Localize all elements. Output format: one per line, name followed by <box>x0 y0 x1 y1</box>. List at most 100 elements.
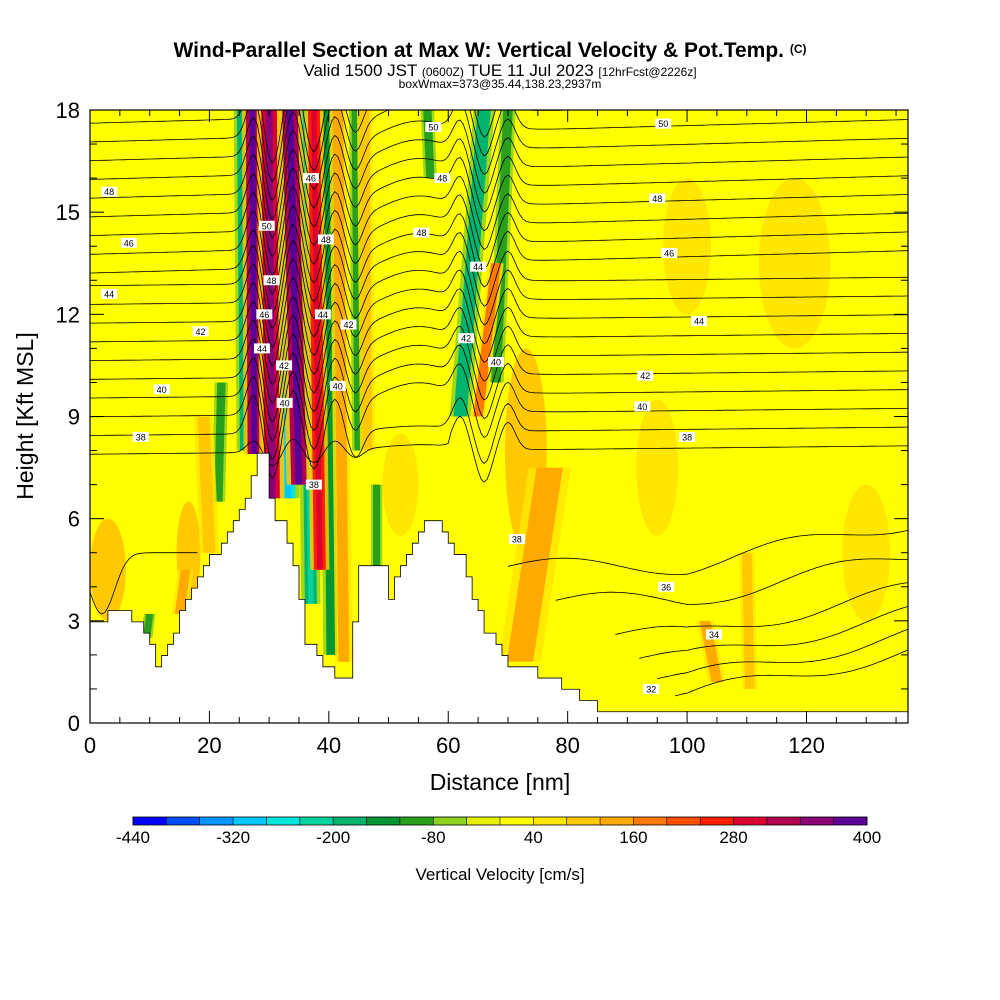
contour-label-text-20: 48 <box>416 228 426 238</box>
updraft-band-12 <box>174 569 191 615</box>
theta-contour-14 <box>90 138 908 239</box>
contour-label-28: 44 <box>691 316 708 327</box>
colorbar-swatch-13 <box>566 817 601 825</box>
weak-updraft-region-0 <box>90 518 126 621</box>
contour-label-5: 38 <box>132 431 149 442</box>
theta-contour-18 <box>90 110 589 164</box>
colorbar-swatch-16 <box>666 817 701 825</box>
contour-label-text-16: 40 <box>333 381 343 391</box>
colorbar-swatch-17 <box>700 817 734 825</box>
weak-updraft-region-6 <box>758 178 831 349</box>
contour-label-text-19: 48 <box>437 174 447 184</box>
theta-contour-1 <box>90 389 908 480</box>
y-tick-label-5: 15 <box>56 200 80 225</box>
contour-label-4: 40 <box>153 384 170 395</box>
contour-label-text-12: 46 <box>306 174 316 184</box>
weak-updraft-region-7 <box>842 484 891 621</box>
colorbar-swatch-6 <box>333 817 367 825</box>
colorbar-swatch-11 <box>500 817 534 825</box>
contour-label-text-14: 44 <box>318 310 328 320</box>
theta-contour-5 <box>90 307 908 405</box>
theta-contour-west <box>90 552 198 615</box>
contour-label-text-1: 46 <box>124 238 134 248</box>
colorbar-swatch-4 <box>266 817 301 825</box>
colorbar-label-1: -320 <box>216 828 250 847</box>
colorbar: -440 -320 -200 -80 40 160 280 400 <box>116 816 881 847</box>
contour-label-text-26: 48 <box>652 194 662 204</box>
theta-contour-3 <box>90 344 908 442</box>
contour-label-19: 48 <box>434 173 451 184</box>
contour-label-text-29: 42 <box>640 371 650 381</box>
updraft-band-2-core <box>286 110 303 485</box>
contour-label-25: 50 <box>655 118 672 129</box>
contour-label-text-22: 42 <box>461 334 471 344</box>
theta-contour-7 <box>90 269 908 367</box>
x-tick-label-0: 0 <box>84 733 96 758</box>
terrain-profile <box>90 452 908 723</box>
x-tick-label-5: 100 <box>669 733 706 758</box>
contour-label-7: 48 <box>263 275 280 286</box>
colorbar-swatch-0 <box>133 817 167 825</box>
theta-contour-low-0 <box>507 529 908 575</box>
chart-subtitle: Valid 1500 JST (0600Z) TUE 11 Jul 2023 [… <box>303 61 696 80</box>
downdraft-band-11 <box>373 484 381 587</box>
contour-label-29: 42 <box>637 370 654 381</box>
colorbar-swatch-3 <box>233 817 267 825</box>
contour-label-text-13: 48 <box>321 235 331 245</box>
contour-label-text-6: 50 <box>262 221 272 231</box>
contour-label-text-24: 38 <box>512 535 522 545</box>
x-tick-label-1: 20 <box>197 733 221 758</box>
contour-label-34: 32 <box>643 683 660 694</box>
colorbar-swatch-9 <box>433 817 467 825</box>
theta-contour-10 <box>90 213 908 314</box>
colorbar-swatch-8 <box>399 817 434 825</box>
contour-label-text-28: 44 <box>694 317 704 327</box>
x-tick-label-4: 80 <box>555 733 579 758</box>
theta-contour-16 <box>90 110 908 202</box>
contour-label-text-7: 48 <box>267 276 277 286</box>
colorbar-label-5: 160 <box>619 828 647 847</box>
contour-label-12: 46 <box>302 173 319 184</box>
downdraft-band-9 <box>214 382 226 502</box>
weak-updraft-region-4 <box>636 399 679 536</box>
contour-label-text-25: 50 <box>658 119 668 129</box>
contour-label-text-32: 36 <box>661 582 671 592</box>
colorbar-swatch-20 <box>800 817 834 825</box>
contour-label-text-3: 42 <box>195 327 205 337</box>
updraft-band-10 <box>699 620 723 683</box>
contour-label-10: 42 <box>276 360 293 371</box>
contour-label-0: 48 <box>101 186 118 197</box>
y-tick-label-1: 3 <box>68 609 80 634</box>
updraft-band-0-core <box>249 110 258 454</box>
contour-label-text-30: 40 <box>637 402 647 412</box>
contour-label-16: 40 <box>329 380 346 391</box>
contour-label-text-10: 42 <box>279 361 289 371</box>
y-tick-label-3: 9 <box>68 405 80 430</box>
contour-label-1: 46 <box>120 237 137 248</box>
theta-contour-low-3 <box>639 606 908 659</box>
theta-contour-low-1 <box>555 558 908 605</box>
colorbar-swatch-10 <box>466 817 501 825</box>
y-tick-label-6: 18 <box>56 98 80 123</box>
theta-contour-13 <box>90 157 908 258</box>
theta-contour-9 <box>90 232 908 330</box>
colorbar-swatch-18 <box>733 817 768 825</box>
contour-label-text-34: 32 <box>646 684 656 694</box>
contour-label-17: 38 <box>305 479 322 490</box>
colorbar-swatch-21 <box>833 817 868 825</box>
contour-label-text-18: 50 <box>428 123 438 133</box>
colorbar-label-0: -440 <box>116 828 150 847</box>
contour-label-text-27: 46 <box>664 249 674 259</box>
contour-label-text-4: 40 <box>157 385 167 395</box>
contour-label-text-5: 38 <box>136 432 146 442</box>
x-tick-label-3: 60 <box>436 733 460 758</box>
updraft-band-9 <box>197 416 216 553</box>
theta-contour-12 <box>90 175 908 277</box>
chart-subtitle-box-wmax: boxWmax=373@35.44,138.23,2937m <box>399 77 602 91</box>
plot-area: 48 46 44 42 40 38 50 48 46 44 42 40 46 48 44 42 40 38 50 48… <box>90 110 908 723</box>
theta-contour-8 <box>90 250 908 349</box>
updraft-band-8 <box>506 467 563 662</box>
contour-label-20: 48 <box>413 227 430 238</box>
